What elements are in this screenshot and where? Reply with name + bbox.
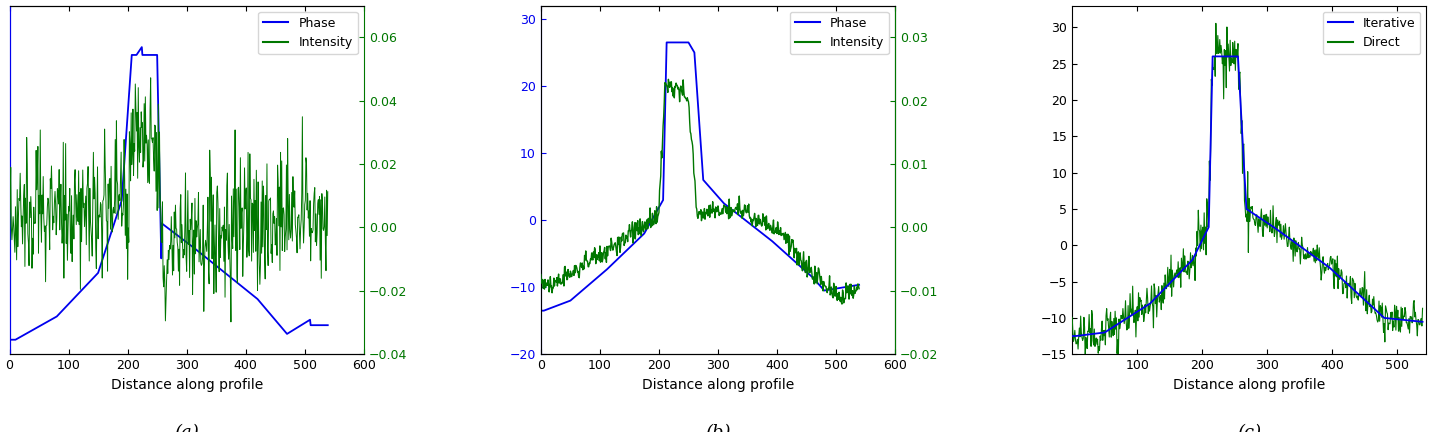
Text: (c): (c): [1237, 424, 1262, 432]
X-axis label: Distance along profile: Distance along profile: [642, 378, 795, 392]
Text: (a): (a): [175, 424, 199, 432]
Legend: Phase, Intensity: Phase, Intensity: [789, 12, 889, 54]
X-axis label: Distance along profile: Distance along profile: [110, 378, 263, 392]
Legend: Iterative, Direct: Iterative, Direct: [1323, 12, 1421, 54]
Legend: Phase, Intensity: Phase, Intensity: [258, 12, 358, 54]
Text: (b): (b): [705, 424, 730, 432]
X-axis label: Distance along profile: Distance along profile: [1173, 378, 1326, 392]
